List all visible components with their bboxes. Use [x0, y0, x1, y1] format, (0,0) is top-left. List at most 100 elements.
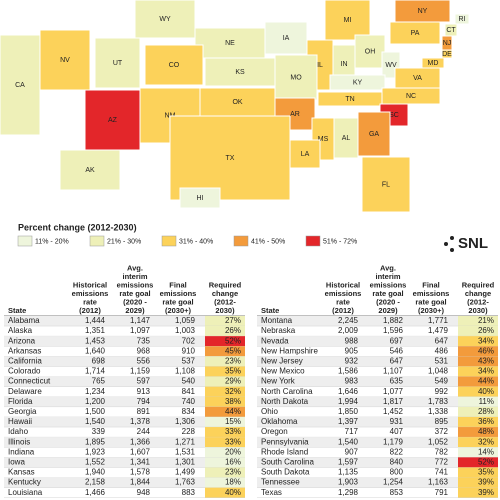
cell-value: 1,540	[338, 437, 359, 446]
cell-value: 647	[390, 357, 404, 366]
cell-value: 28%	[478, 407, 494, 416]
cell-value: 45%	[225, 346, 241, 355]
cell-value: 34%	[478, 367, 494, 376]
state-name: Florida	[8, 397, 33, 406]
state-name: Arkansas	[8, 346, 41, 355]
cell-value: 883	[182, 488, 196, 497]
cell-value: 1,578	[130, 468, 151, 477]
row-stripe	[257, 437, 458, 448]
change-cell	[205, 396, 245, 407]
cell-value: 891	[137, 407, 151, 416]
cell-value: 1,234	[85, 387, 106, 396]
cell-value: 1,531	[175, 447, 196, 456]
cell-value: 840	[390, 458, 404, 467]
cell-value: 546	[390, 346, 404, 355]
cell-value: 1,097	[130, 326, 151, 335]
change-cell	[205, 366, 245, 377]
cell-value: 18%	[225, 478, 241, 487]
state	[0, 34, 41, 136]
change-cell	[205, 477, 245, 488]
state-label: NE	[225, 40, 235, 47]
row-stripe	[257, 315, 458, 327]
cell-value: 735	[137, 336, 151, 345]
change-cell	[205, 447, 245, 458]
column-header: emissions	[160, 289, 197, 298]
change-cell	[458, 467, 498, 478]
row-stripe	[4, 376, 205, 387]
column-header: Historical	[326, 280, 360, 289]
cell-value: 549	[435, 377, 449, 386]
column-header: 2030)	[468, 306, 488, 315]
cell-value: 531	[435, 357, 449, 366]
cell-value: 1,763	[175, 478, 196, 487]
cell-value: 1,607	[130, 447, 151, 456]
state	[204, 57, 276, 87]
column-header: interim	[375, 272, 400, 281]
cell-value: 741	[435, 468, 449, 477]
state-label: IL	[317, 62, 323, 69]
state-label: NC	[406, 93, 416, 100]
state	[289, 139, 321, 169]
state	[324, 0, 371, 41]
logo: SNL	[444, 235, 488, 252]
row-stripe	[4, 315, 205, 327]
cell-value: 697	[390, 336, 404, 345]
state-label: AR	[290, 111, 300, 118]
state-name: North Dakota	[261, 397, 309, 406]
change-cell	[205, 356, 245, 367]
state	[144, 44, 204, 86]
state-name: Iowa	[8, 458, 25, 467]
cell-value: 772	[435, 458, 449, 467]
column-header: rate	[336, 297, 350, 306]
state-name: Oklahoma	[261, 417, 298, 426]
state-name: South Dakota	[261, 468, 310, 477]
cell-value: 1,397	[338, 417, 359, 426]
cell-value: 35%	[225, 367, 241, 376]
row-stripe	[4, 416, 205, 428]
cell-value: 800	[390, 468, 404, 477]
legend-label: 11% - 20%	[35, 238, 69, 245]
change-cell	[458, 437, 498, 448]
column-header: Historical	[73, 280, 107, 289]
state-label: PA	[411, 30, 420, 37]
row-stripe	[4, 396, 205, 407]
state-name: North Carolina	[261, 387, 313, 396]
cell-value: 1,077	[383, 387, 404, 396]
state-label: WY	[159, 16, 171, 23]
state-label: IA	[283, 35, 290, 42]
state-label: MI	[344, 17, 352, 24]
state	[194, 27, 266, 59]
change-cell	[205, 406, 245, 417]
legend-swatch	[233, 235, 249, 247]
change-cell	[205, 386, 245, 397]
change-cell	[458, 487, 498, 498]
cell-value: 33%	[225, 437, 241, 446]
cell-value: 1,059	[175, 316, 196, 325]
cell-value: 339	[92, 427, 106, 436]
column-header: (2030+)	[165, 306, 192, 315]
cell-value: 1,254	[383, 478, 404, 487]
column-header: (2012)	[79, 306, 101, 315]
change-cell	[205, 336, 245, 347]
legend-label: 21% - 30%	[107, 238, 141, 245]
cell-value: 702	[182, 336, 196, 345]
cell-value: 1,903	[338, 478, 359, 487]
cell-value: 23%	[225, 468, 241, 477]
cell-value: 932	[345, 357, 359, 366]
cell-value: 1,298	[338, 488, 359, 497]
column-header: (2030+)	[418, 306, 445, 315]
legend-label: 41% - 50%	[251, 238, 285, 245]
state-label: NJ	[443, 40, 452, 47]
state	[169, 115, 291, 201]
cell-value: 16%	[225, 458, 241, 467]
cell-value: 48%	[478, 427, 494, 436]
cell-value: 1,466	[85, 488, 106, 497]
cell-value: 1,306	[175, 417, 196, 426]
cell-value: 556	[137, 357, 151, 366]
cell-value: 1,341	[130, 458, 151, 467]
column-header: emissions	[325, 289, 362, 298]
cell-value: 1,159	[130, 367, 151, 376]
cell-value: 1,646	[338, 387, 359, 396]
cell-value: 21%	[478, 316, 494, 325]
state-name: Indiana	[8, 447, 35, 456]
